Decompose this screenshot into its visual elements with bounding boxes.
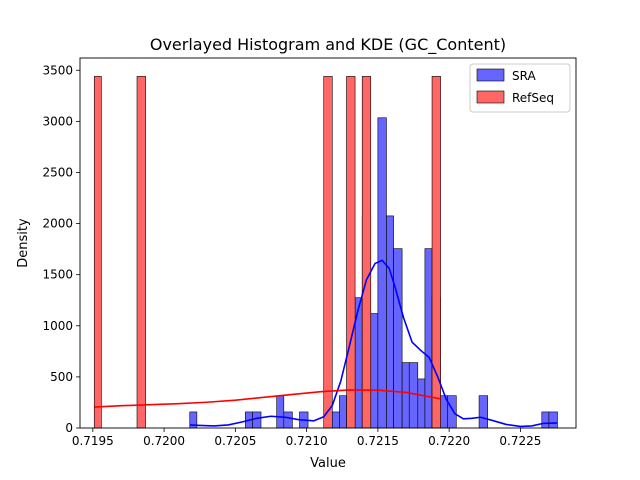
x-axis-ticks: 0.7195 0.7200 0.7205 0.7210 0.7215 0.7220 0.72… <box>72 428 541 448</box>
y-axis-ticks: 0 500 1000 1500 2000 2500 3000 3500 <box>42 63 80 435</box>
hist-bar <box>548 411 558 429</box>
hist-bar <box>408 362 419 429</box>
y-tick-label: 3000 <box>42 114 73 128</box>
x-tick-label: 0.7210 <box>286 434 328 448</box>
x-tick-label: 0.7225 <box>499 434 541 448</box>
chart-title: Overlayed Histogram and KDE (GC_Content) <box>150 35 506 55</box>
hist-bar <box>339 395 347 429</box>
hist-bar <box>93 76 102 429</box>
hist-bar <box>361 76 372 429</box>
x-axis-label: Value <box>310 456 346 471</box>
axes-frame <box>79 57 577 429</box>
x-tick-label: 0.7205 <box>214 434 256 448</box>
series-refseq-bars <box>93 76 441 429</box>
hist-bar <box>401 362 410 429</box>
x-tick-label: 0.7215 <box>357 434 399 448</box>
y-axis-label: Density <box>16 218 31 268</box>
hist-bar <box>386 215 394 429</box>
x-tick-label: 0.7195 <box>72 434 114 448</box>
hist-bar <box>346 76 356 429</box>
hist-bar <box>252 411 262 429</box>
hist-bar <box>417 378 426 429</box>
hist-bar <box>541 411 550 429</box>
y-tick-label: 2000 <box>42 217 73 231</box>
kde-line-sra <box>189 259 558 428</box>
y-tick-label: 500 <box>50 370 73 384</box>
y-tick-label: 3500 <box>42 63 73 77</box>
y-tick-label: 2500 <box>42 165 73 179</box>
hist-bar <box>323 76 333 429</box>
legend-label-sra: SRA <box>512 69 536 83</box>
hist-bar <box>447 395 457 429</box>
legend-label-refseq: RefSeq <box>512 91 554 105</box>
series-sra-bars <box>189 117 558 429</box>
hist-bar <box>370 313 379 429</box>
kde-line-refseq <box>94 389 441 408</box>
hist-bar <box>424 248 433 429</box>
x-tick-label: 0.7200 <box>143 434 185 448</box>
legend: SRA RefSeq <box>469 63 571 113</box>
hist-bar <box>283 411 293 429</box>
hist-bar <box>276 395 285 429</box>
hist-bar <box>478 395 488 429</box>
hist-bar <box>377 117 387 429</box>
hist-bar <box>136 76 146 429</box>
x-tick-label: 0.7220 <box>428 434 470 448</box>
hist-bar <box>393 248 403 429</box>
y-tick-label: 1500 <box>42 268 73 282</box>
legend-swatch-refseq <box>476 90 505 104</box>
y-tick-label: 1000 <box>42 319 73 333</box>
plot-area <box>93 76 558 429</box>
y-tick-label: 0 <box>65 421 73 435</box>
legend-swatch-sra <box>476 68 505 82</box>
